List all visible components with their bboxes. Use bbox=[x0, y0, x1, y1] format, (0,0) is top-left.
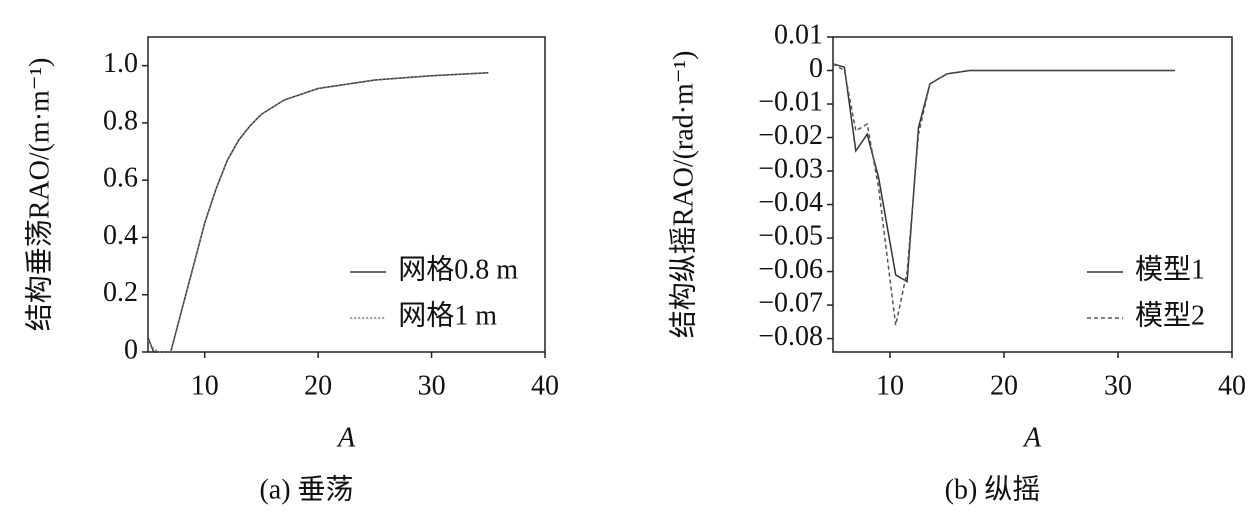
y-tick-label: 0 bbox=[124, 334, 138, 365]
y-tick-label: 0.01 bbox=[774, 19, 823, 50]
y-tick-label: 0 bbox=[809, 53, 823, 84]
y-tick-label: −0.03 bbox=[758, 153, 823, 184]
y-tick-label: −0.07 bbox=[758, 288, 823, 319]
x-tick-label: 10 bbox=[191, 370, 219, 401]
y-tick-label: −0.01 bbox=[758, 86, 823, 117]
legend-label: 模型2 bbox=[1135, 299, 1205, 331]
caption: (b) 纵摇 bbox=[945, 473, 1041, 505]
y-axis-label: 结构垂荡RAO/(m·m⁻¹) bbox=[23, 58, 55, 332]
x-tick-label: 30 bbox=[1104, 370, 1132, 401]
y-tick-label: −0.04 bbox=[758, 187, 823, 218]
legend: 网格0.8 m 网格1 m bbox=[350, 253, 518, 331]
plot-frame bbox=[147, 36, 546, 353]
legend-label: 模型1 bbox=[1135, 253, 1205, 285]
caption: (a) 垂荡 bbox=[259, 473, 353, 505]
x-tick-label: 10 bbox=[876, 370, 904, 401]
y-tick-label: 0.4 bbox=[103, 220, 138, 251]
y-tick-label: −0.08 bbox=[758, 321, 823, 352]
x-tick-label: 20 bbox=[990, 370, 1018, 401]
series-line bbox=[832, 63, 1175, 283]
y-tick-label: 1.0 bbox=[103, 48, 138, 79]
x-tick-label: 40 bbox=[1218, 370, 1246, 401]
x-tick-label: 40 bbox=[531, 370, 559, 401]
legend-label: 网格0.8 m bbox=[398, 253, 518, 285]
series-line bbox=[147, 72, 489, 353]
plot-frame bbox=[832, 36, 1233, 353]
x-axis-label: A bbox=[336, 422, 356, 453]
series-line bbox=[832, 63, 1175, 326]
panel: 0 0.2 0.4 0.6 0.8 1.0 10 20 30 40 A 结构垂荡RAO/(m·m⁻¹)… bbox=[23, 36, 559, 505]
y-tick-label: 0.6 bbox=[103, 163, 138, 194]
y-tick-label: −0.05 bbox=[758, 220, 823, 251]
x-tick-label: 30 bbox=[418, 370, 446, 401]
y-tick-label: −0.06 bbox=[758, 254, 823, 285]
y-tick-label: 0.2 bbox=[103, 277, 138, 308]
x-axis-label: A bbox=[1022, 422, 1042, 453]
y-tick-label: 0.8 bbox=[103, 105, 138, 136]
x-tick-label: 20 bbox=[304, 370, 332, 401]
panel: 0.010−0.01−0.02−0.03−0.04−0.05−0.06−0.07… bbox=[667, 19, 1246, 505]
legend-label: 网格1 m bbox=[398, 299, 497, 331]
y-tick-label: −0.02 bbox=[758, 120, 823, 151]
y-axis-label: 结构纵摇RAO/(rad·m⁻¹) bbox=[667, 51, 699, 339]
